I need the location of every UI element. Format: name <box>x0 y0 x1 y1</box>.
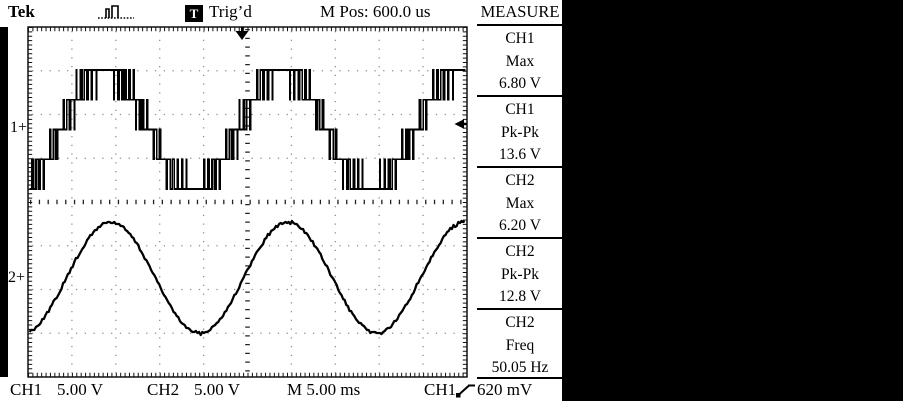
trigger-level-readout: 620 mV <box>477 380 533 399</box>
left-black-strip <box>0 27 8 377</box>
ch2-zero-marker: 2+ <box>8 269 26 286</box>
ch2-scale: 5.00 V <box>194 380 240 399</box>
trigger-position-arrow-icon <box>235 27 249 40</box>
timebase-readout: M 5.00 ms <box>287 380 361 399</box>
measure-value: 6.80 V <box>499 75 541 93</box>
trigger-status-badge: T <box>185 5 203 22</box>
measure-channel: CH2 <box>505 243 535 260</box>
pulse-waveform-icon <box>98 5 134 19</box>
ch1-scale: 5.00 V <box>57 380 103 399</box>
side-black-panel <box>562 0 903 401</box>
measure-box-1: CH1 Max 6.80 V <box>477 24 563 97</box>
ch1-zero-marker: 1+ <box>10 119 28 136</box>
measure-panel-bottom-line <box>477 377 563 379</box>
ch1-trace <box>29 69 466 190</box>
measure-box-4: CH2 Pk-Pk 12.8 V <box>477 237 563 310</box>
trigger-level-arrow-icon <box>454 119 467 129</box>
measure-box-2: CH1 Pk-Pk 13.6 V <box>477 95 563 168</box>
measure-channel: CH1 <box>505 101 535 118</box>
measure-type: Pk-Pk <box>501 123 539 141</box>
measure-type: Max <box>505 194 535 212</box>
measure-channel: CH2 <box>505 314 535 331</box>
trigger-status-label: Trig’d <box>209 2 252 21</box>
rising-edge-trigger-icon <box>456 384 475 398</box>
measure-value: 12.8 V <box>499 288 541 306</box>
horizontal-position-readout: M Pos: 600.0 us <box>320 2 431 21</box>
measure-box-3: CH2 Max 6.20 V <box>477 166 563 239</box>
measure-channel: CH2 <box>505 172 535 189</box>
measure-menu-title: MEASURE <box>480 2 560 21</box>
measure-value: 50.05 Hz <box>491 359 549 377</box>
measure-type: Freq <box>505 336 535 354</box>
trigger-source: CH1 <box>424 380 457 399</box>
measure-value: 6.20 V <box>499 217 541 235</box>
measure-type: Pk-Pk <box>501 265 539 283</box>
measure-type: Max <box>505 52 535 70</box>
tek-logo: Tek <box>8 2 35 21</box>
scope-graticule <box>27 26 468 378</box>
measure-value: 13.6 V <box>499 146 541 164</box>
measure-channel: CH1 <box>505 30 535 47</box>
measure-box-5: CH2 Freq 50.05 Hz <box>477 308 563 379</box>
ch2-trace <box>28 219 466 337</box>
graticule-border <box>27 26 468 378</box>
ch1-label: CH1 <box>10 380 43 399</box>
ch2-label: CH2 <box>147 380 180 399</box>
